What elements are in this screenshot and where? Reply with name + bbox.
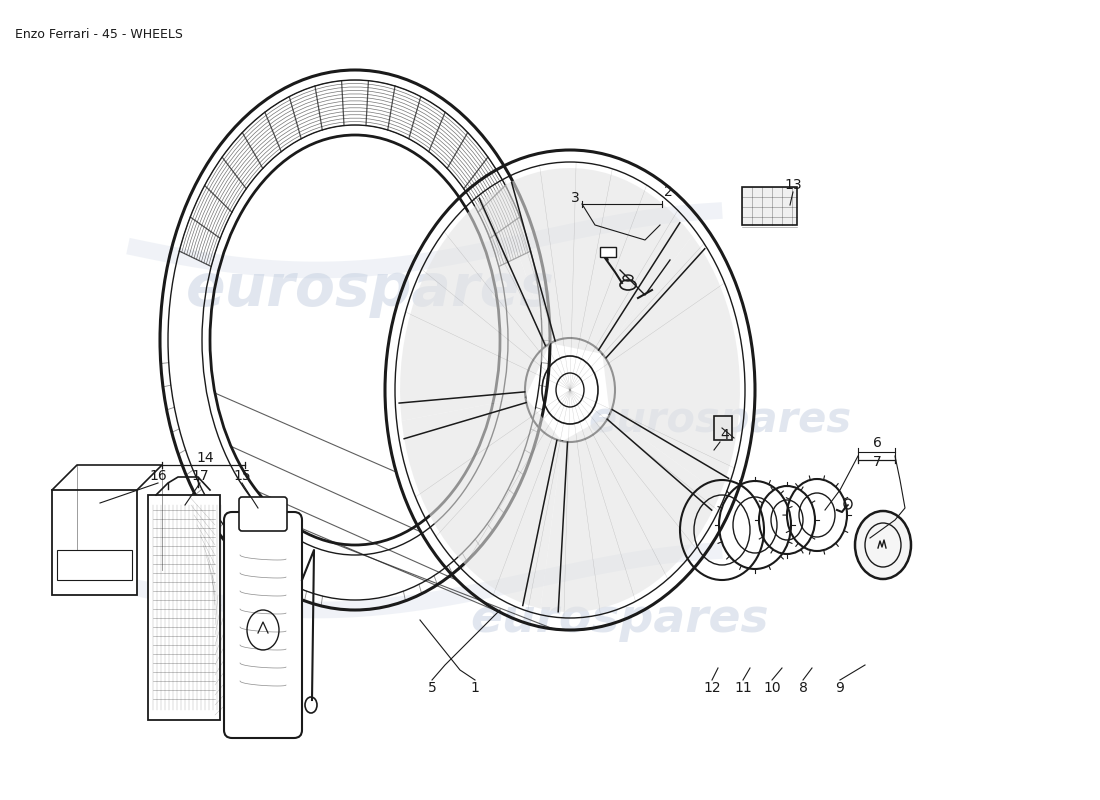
FancyBboxPatch shape [239,497,287,531]
Text: 16: 16 [150,469,167,483]
Text: 1: 1 [471,681,480,695]
Polygon shape [400,190,550,421]
Text: eurospares: eurospares [588,399,851,441]
Text: 7: 7 [872,455,881,469]
FancyBboxPatch shape [148,495,220,720]
FancyBboxPatch shape [600,247,616,257]
Text: 3: 3 [571,191,580,205]
Text: 8: 8 [799,681,807,695]
Ellipse shape [855,511,911,579]
Text: eurospares: eurospares [471,598,769,642]
Text: 15: 15 [233,469,251,483]
FancyBboxPatch shape [52,490,138,595]
Text: 12: 12 [703,681,720,695]
Text: 4: 4 [720,428,729,442]
Text: Enzo Ferrari - 45 - WHEELS: Enzo Ferrari - 45 - WHEELS [15,28,183,41]
Polygon shape [603,236,740,494]
FancyBboxPatch shape [742,187,797,225]
Text: 14: 14 [196,451,213,465]
Text: eurospares: eurospares [186,262,554,318]
FancyBboxPatch shape [224,512,302,738]
Text: 9: 9 [836,681,845,695]
Text: 5: 5 [428,681,437,695]
Text: 10: 10 [763,681,781,695]
FancyBboxPatch shape [714,416,732,440]
Text: 17: 17 [191,469,209,483]
FancyBboxPatch shape [57,550,132,580]
Text: 2: 2 [663,185,672,199]
Polygon shape [495,168,692,354]
Text: 6: 6 [872,436,881,450]
Text: 11: 11 [734,681,752,695]
Polygon shape [402,398,562,609]
Polygon shape [540,414,720,612]
Text: 13: 13 [784,178,802,192]
